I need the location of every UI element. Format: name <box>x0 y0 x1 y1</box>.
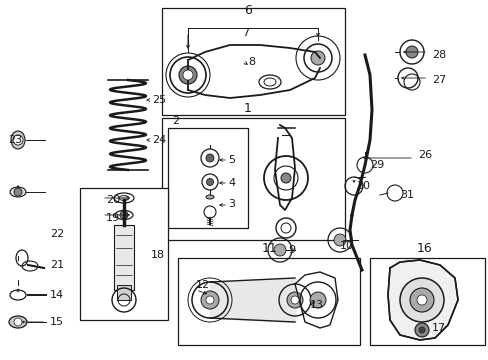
Text: 3: 3 <box>227 199 235 209</box>
Text: 1: 1 <box>244 102 251 115</box>
Text: 6: 6 <box>244 4 251 17</box>
Text: 26: 26 <box>417 150 431 160</box>
Text: 31: 31 <box>399 190 413 200</box>
Text: 14: 14 <box>50 290 64 300</box>
Text: 30: 30 <box>355 181 369 191</box>
Text: 2: 2 <box>172 116 179 126</box>
Circle shape <box>290 296 298 304</box>
Text: 28: 28 <box>431 50 446 60</box>
Ellipse shape <box>205 195 214 199</box>
Circle shape <box>120 211 128 219</box>
Bar <box>162 118 345 240</box>
Circle shape <box>205 154 214 162</box>
Circle shape <box>416 295 426 305</box>
Text: 10: 10 <box>339 241 353 251</box>
Text: 9: 9 <box>287 245 295 255</box>
Circle shape <box>399 278 443 322</box>
Text: 19: 19 <box>106 213 120 223</box>
Text: 17: 17 <box>431 323 445 333</box>
Circle shape <box>205 296 214 304</box>
Circle shape <box>310 51 325 65</box>
Text: 23: 23 <box>8 135 22 145</box>
Circle shape <box>333 234 346 246</box>
Text: 27: 27 <box>431 75 446 85</box>
Text: 25: 25 <box>152 95 166 105</box>
Circle shape <box>179 66 197 84</box>
Circle shape <box>14 318 22 326</box>
Text: 29: 29 <box>369 160 384 170</box>
Ellipse shape <box>10 187 26 197</box>
Circle shape <box>409 288 433 312</box>
Bar <box>168 128 247 228</box>
Text: 4: 4 <box>227 178 235 188</box>
Circle shape <box>13 135 23 145</box>
Bar <box>369 258 484 345</box>
Circle shape <box>309 292 325 308</box>
FancyBboxPatch shape <box>114 225 134 290</box>
Text: 12: 12 <box>196 280 210 290</box>
Text: 5: 5 <box>227 155 235 165</box>
Bar <box>80 188 168 320</box>
Circle shape <box>14 188 22 196</box>
Text: 20: 20 <box>106 195 120 205</box>
Ellipse shape <box>9 316 27 328</box>
Text: 8: 8 <box>247 57 255 67</box>
Text: 21: 21 <box>50 260 64 270</box>
Text: 18: 18 <box>151 250 164 260</box>
Circle shape <box>273 244 285 256</box>
Text: 22: 22 <box>50 229 64 239</box>
Bar <box>162 8 345 115</box>
Text: 16: 16 <box>416 242 432 255</box>
Bar <box>178 258 359 345</box>
Text: 15: 15 <box>50 317 64 327</box>
Circle shape <box>183 70 193 80</box>
Ellipse shape <box>119 195 129 201</box>
Circle shape <box>206 179 213 185</box>
Text: 24: 24 <box>152 135 166 145</box>
Circle shape <box>201 291 219 309</box>
Circle shape <box>418 327 424 333</box>
Circle shape <box>414 323 428 337</box>
Text: 13: 13 <box>309 300 324 310</box>
Circle shape <box>286 292 303 308</box>
Circle shape <box>281 173 290 183</box>
Text: 7: 7 <box>242 28 249 38</box>
Text: 11: 11 <box>262 242 277 255</box>
FancyBboxPatch shape <box>117 285 131 300</box>
Ellipse shape <box>11 131 25 149</box>
Polygon shape <box>387 260 457 340</box>
Circle shape <box>405 46 417 58</box>
